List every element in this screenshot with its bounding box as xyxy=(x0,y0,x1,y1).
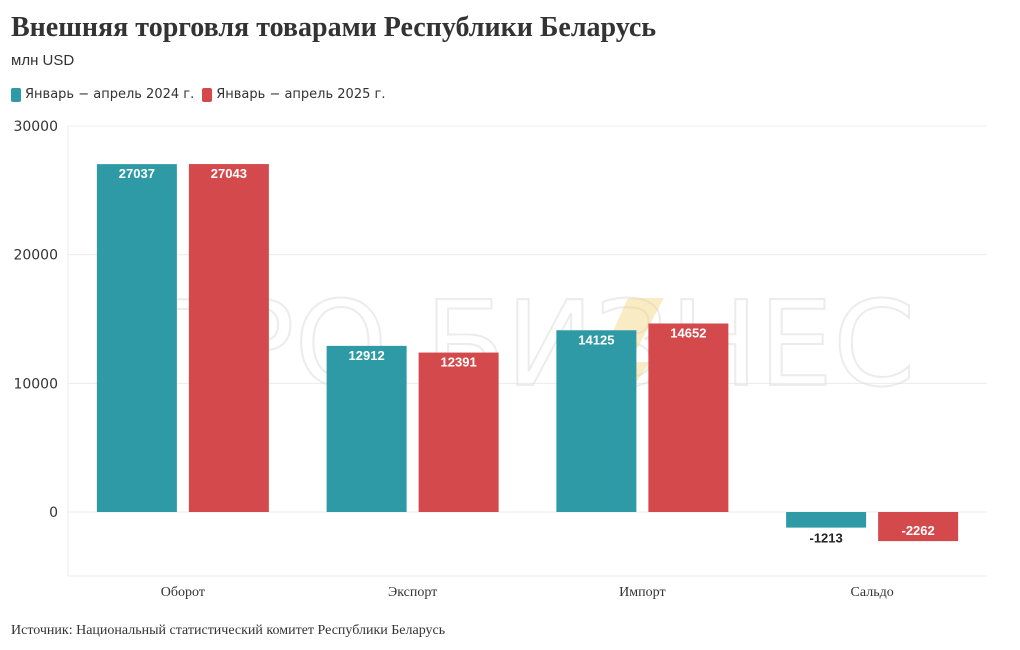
bar-3-0 xyxy=(786,512,867,528)
y-tick-label-3: 30000 xyxy=(13,119,58,135)
bar-0-0 xyxy=(96,164,177,512)
data-label-2-0: 14125 xyxy=(578,332,614,347)
legend-label-2024: Январь − апрель 2024 г. xyxy=(25,87,195,102)
legend-swatch-2024 xyxy=(11,87,21,102)
y-tick-label-1: 10000 xyxy=(13,376,58,392)
x-tick-label-1: Экспорт xyxy=(388,585,437,600)
y-tick-label-0: 0 xyxy=(49,505,58,521)
data-label-2-1: 14652 xyxy=(670,325,706,340)
x-tick-label-0: Оборот xyxy=(161,585,205,600)
source-note: Источник: Национальный статистический ко… xyxy=(11,623,446,638)
bar-2-0 xyxy=(556,330,637,512)
bar-3-1 xyxy=(878,512,959,542)
data-label-0-0: 27037 xyxy=(119,166,155,181)
legend: Январь − апрель 2024 г. Январь − апрель … xyxy=(11,87,385,102)
data-label-1-1: 12391 xyxy=(441,355,477,370)
legend-item-2025[interactable]: Январь − апрель 2025 г. xyxy=(202,87,385,102)
data-label-1-0: 12912 xyxy=(349,348,385,363)
legend-label-2025: Январь − апрель 2025 г. xyxy=(216,87,386,102)
data-label-3-1: -2262 xyxy=(902,523,935,538)
bar-0-1 xyxy=(188,164,269,512)
chart-title: Внешняя торговля товарами Республики Бел… xyxy=(11,12,657,43)
chart-subtitle: млн USD xyxy=(11,52,75,69)
data-label-3-0: -1213 xyxy=(810,531,843,546)
data-label-0-1: 27043 xyxy=(211,166,247,181)
legend-swatch-2025 xyxy=(202,87,213,102)
x-tick-label-3: Сальдо xyxy=(851,585,894,600)
legend-item-2024[interactable]: Январь − апрель 2024 г. xyxy=(11,87,194,102)
x-tick-label-2: Импорт xyxy=(619,585,665,600)
y-tick-label-2: 20000 xyxy=(13,248,58,264)
bar-1-1 xyxy=(418,352,499,512)
bar-2-1 xyxy=(648,323,729,512)
bar-1-0 xyxy=(326,345,407,512)
